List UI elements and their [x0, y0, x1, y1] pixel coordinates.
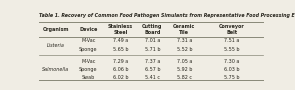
Text: 7.51 a: 7.51 a: [224, 38, 240, 43]
Text: 6.02 b: 6.02 b: [113, 75, 128, 80]
Text: Sponge: Sponge: [79, 67, 98, 72]
Text: Device: Device: [79, 27, 98, 32]
Text: Swab: Swab: [82, 75, 95, 80]
Text: Organism: Organism: [42, 27, 69, 32]
Text: 5.71 b: 5.71 b: [145, 47, 160, 52]
Text: 7.37 a: 7.37 a: [145, 59, 160, 64]
Text: 7.29 a: 7.29 a: [113, 59, 128, 64]
Text: Stainless
Steel: Stainless Steel: [108, 24, 133, 35]
Text: 6.03 b: 6.03 b: [224, 67, 240, 72]
Text: 7.05 a: 7.05 a: [177, 59, 192, 64]
Text: 5.92 b: 5.92 b: [177, 67, 192, 72]
Text: M-Vac: M-Vac: [81, 59, 96, 64]
Text: Sponge: Sponge: [79, 47, 98, 52]
Text: 5.75 b: 5.75 b: [224, 75, 240, 80]
Text: 7.01 a: 7.01 a: [145, 38, 160, 43]
Text: 7.49 a: 7.49 a: [113, 38, 128, 43]
Text: 5.65 b: 5.65 b: [113, 47, 128, 52]
Text: 6.06 b: 6.06 b: [113, 67, 128, 72]
Text: 6.57 b: 6.57 b: [145, 67, 160, 72]
Text: Cutting
Board: Cutting Board: [142, 24, 163, 35]
Text: Ceramic
Tile: Ceramic Tile: [173, 24, 196, 35]
Text: 5.52 b: 5.52 b: [177, 47, 192, 52]
Text: Table 1. Recovery of Common Food Pathogen Simulants from Representative Food Pro: Table 1. Recovery of Common Food Pathoge…: [39, 13, 295, 18]
Text: 5.82 c: 5.82 c: [177, 75, 192, 80]
Text: 7.30 a: 7.30 a: [224, 59, 240, 64]
Text: Listeria: Listeria: [47, 43, 65, 48]
Text: Salmonella: Salmonella: [42, 67, 69, 72]
Text: M-Vac: M-Vac: [81, 38, 96, 43]
Text: Conveyor
Belt: Conveyor Belt: [219, 24, 245, 35]
Text: 7.31 a: 7.31 a: [177, 38, 192, 43]
Text: 5.41 c: 5.41 c: [145, 75, 160, 80]
Text: 5.55 b: 5.55 b: [224, 47, 240, 52]
